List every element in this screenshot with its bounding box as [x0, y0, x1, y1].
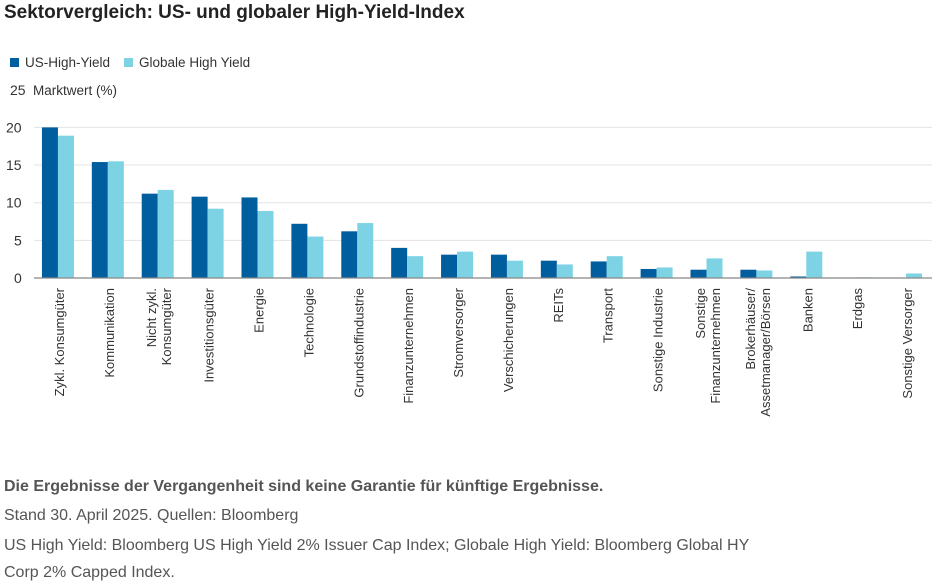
legend-item-global: Globale High Yield	[124, 55, 250, 70]
y-tick-label: 5	[14, 232, 22, 248]
x-tick-label: Transport	[601, 288, 616, 344]
x-tick-label: Sonstige	[693, 288, 708, 339]
bar-chart: 0 5 10 15 20 25 Marktwert (%) Zykl. Konsumgüter…	[6, 82, 932, 417]
bar-us	[91, 162, 108, 278]
bar-global	[57, 135, 74, 278]
bar-global	[656, 267, 673, 278]
legend-label: US-High-Yield	[25, 55, 111, 70]
bar-us	[590, 261, 607, 278]
bar-us	[640, 268, 657, 278]
x-tick-label: Zykl. Konsumgüter	[52, 287, 67, 396]
bar-us	[391, 247, 408, 278]
bar-us	[790, 276, 807, 278]
x-tick-label: Assetmanager/Börsen	[758, 288, 773, 417]
index-note: US High Yield: Bloomberg US High Yield 2…	[4, 537, 750, 554]
x-tick-label: Erdgas	[850, 288, 865, 330]
bar-us	[690, 269, 707, 278]
legend-item-us: US-High-Yield	[10, 55, 110, 70]
x-tick-label: Sonstige Industrie	[651, 288, 666, 392]
bar-us	[490, 254, 507, 278]
bar-global	[806, 251, 823, 278]
x-tick-label: Investitionsgüter	[202, 287, 217, 382]
x-tick-label: Konsumgüter	[159, 287, 174, 365]
x-tick-label: Kommunikation	[102, 288, 117, 378]
bar-global	[457, 251, 474, 278]
x-tick-label: Stromversorger	[451, 287, 466, 377]
y-tick-label: 20	[6, 119, 22, 135]
x-tick-label: Banken	[800, 288, 815, 332]
x-tick-label: Brokerhäuser/	[743, 288, 758, 370]
source-note: Stand 30. April 2025. Quellen: Bloomberg	[4, 507, 299, 524]
bar-us	[540, 260, 557, 278]
bar-global	[556, 264, 573, 278]
bar-global	[357, 223, 374, 278]
index-note-cont: Corp 2% Capped Index.	[4, 564, 175, 581]
bar-us	[41, 127, 58, 279]
bar-global	[756, 270, 773, 278]
x-tick-label: REITs	[551, 288, 566, 323]
x-tick-label: Technologie	[301, 288, 316, 357]
legend-swatch	[10, 58, 19, 67]
bar-us	[191, 196, 208, 278]
legend-swatch	[124, 58, 134, 67]
x-tick-label: Energie	[252, 288, 267, 333]
y-axis-label: Marktwert (%)	[33, 83, 117, 98]
bar-global	[407, 256, 424, 278]
bar-us	[740, 269, 757, 278]
bar-us	[141, 193, 158, 278]
x-tick-label: Finanzunternehmen	[708, 288, 723, 404]
bar-global	[506, 260, 523, 278]
bar-global	[107, 161, 124, 278]
legend-label: Globale High Yield	[139, 55, 251, 70]
bar-global	[606, 256, 623, 278]
bar-global	[307, 236, 324, 278]
x-tick-label: Sonstige Versorger	[900, 287, 915, 398]
bar-global	[257, 210, 274, 278]
bar-us	[341, 231, 358, 278]
bar-global	[157, 189, 174, 278]
disclaimer: Die Ergebnisse der Vergangenheit sind ke…	[4, 478, 604, 495]
x-tick-label: Grundstoffindustrie	[351, 288, 366, 398]
x-tick-label: Verschicherungen	[501, 288, 516, 392]
chart-title: Sektorvergleich: US- und globaler High-Y…	[4, 2, 465, 23]
bar-global	[706, 258, 723, 278]
bar-us	[241, 197, 258, 278]
y-tick-label: 15	[6, 157, 22, 173]
y-tick-label: 0	[14, 270, 22, 286]
bar-global	[207, 208, 224, 278]
bar-global	[906, 273, 923, 278]
x-tick-label: Nicht zykl.	[144, 288, 159, 347]
x-tick-label: Finanzunternehmen	[401, 288, 416, 404]
bar-us	[291, 223, 308, 278]
bar-us	[441, 254, 458, 278]
legend: US-High-Yield Globale High Yield	[10, 55, 250, 70]
y-tick-label: 10	[6, 195, 22, 211]
y-tick-label: 25	[10, 82, 26, 98]
